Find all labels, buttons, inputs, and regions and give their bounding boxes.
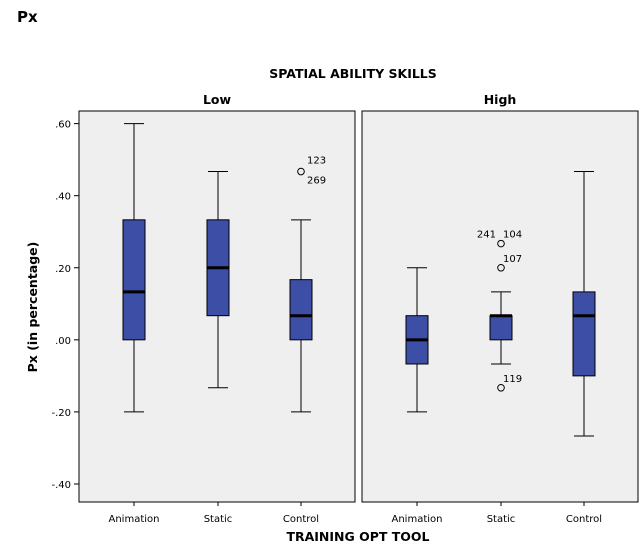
x-tick-label: Animation bbox=[392, 514, 443, 525]
panel-label-high: High bbox=[484, 92, 517, 107]
x-tick-label: Control bbox=[566, 514, 602, 525]
outlier-label: 241 bbox=[477, 230, 496, 241]
y-tick-label: .20 bbox=[55, 264, 71, 275]
y-tick-label: -.20 bbox=[51, 408, 71, 419]
y-tick-label: .60 bbox=[55, 120, 71, 131]
chart-title: SPATIAL ABILITY SKILLS bbox=[269, 66, 437, 81]
page-title: Px bbox=[17, 8, 38, 26]
panel-frame-high bbox=[361, 110, 639, 503]
y-tick-label: -.40 bbox=[51, 480, 71, 491]
x-axis-label: TRAINING OPT TOOL bbox=[286, 529, 429, 544]
outlier-label: 104 bbox=[503, 230, 522, 241]
outlier-point bbox=[497, 263, 505, 272]
outlier-label: 107 bbox=[503, 254, 522, 265]
y-axis-label: Px (in percentage) bbox=[25, 242, 40, 373]
x-tick-label: Static bbox=[204, 514, 233, 525]
outlier-point bbox=[497, 383, 505, 392]
x-tick-label: Control bbox=[283, 514, 319, 525]
outlier-point bbox=[297, 167, 305, 176]
x-tick-label: Static bbox=[487, 514, 516, 525]
outlier-label: 269 bbox=[307, 176, 326, 187]
outlier-label: 123 bbox=[307, 156, 326, 167]
y-tick-label: .00 bbox=[55, 336, 71, 347]
y-tick-label: .40 bbox=[55, 192, 71, 203]
outlier-label: 119 bbox=[503, 374, 522, 385]
x-tick-label: Animation bbox=[109, 514, 160, 525]
box bbox=[489, 315, 513, 341]
box bbox=[289, 279, 313, 341]
panel-label-low: Low bbox=[203, 92, 232, 107]
box bbox=[572, 291, 596, 377]
box bbox=[122, 219, 146, 341]
outlier-point bbox=[497, 239, 505, 248]
